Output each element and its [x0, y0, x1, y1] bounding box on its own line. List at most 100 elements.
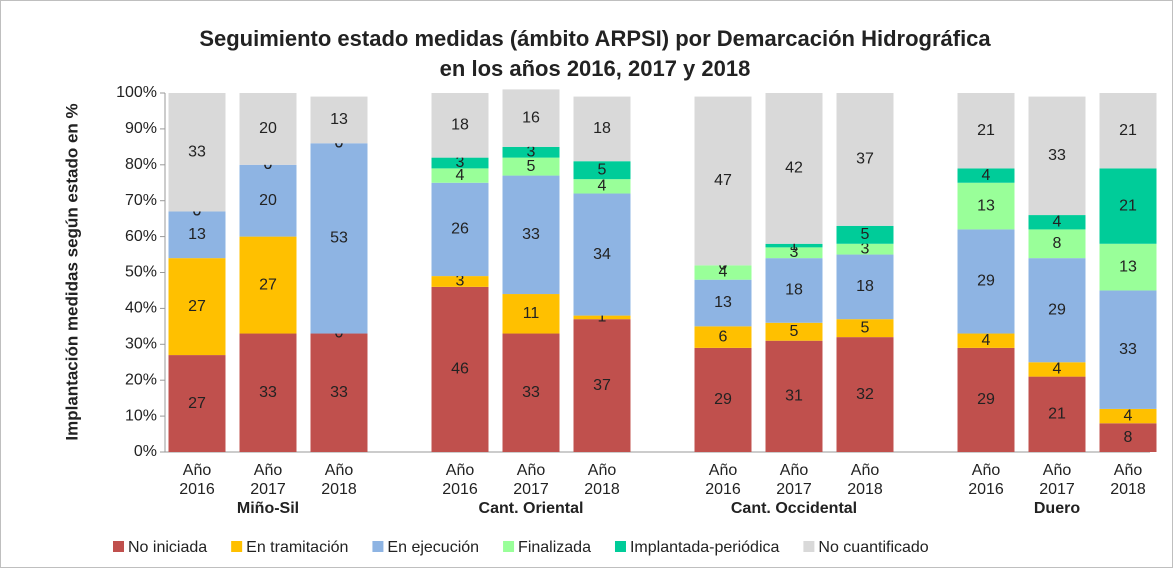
bar-segment — [836, 243, 894, 255]
data-label: 33 — [330, 384, 348, 401]
data-label: 34 — [593, 246, 611, 263]
x-tick-label: Año 2017 — [1039, 462, 1075, 498]
bar-segment — [957, 347, 1015, 452]
bar-segment — [765, 247, 823, 259]
x-tick-label: Año 2017 — [513, 462, 549, 498]
data-label: 4 — [982, 332, 991, 349]
y-tick-label: 30% — [125, 336, 157, 353]
data-label: 29 — [977, 391, 995, 408]
data-label: 4 — [982, 167, 991, 184]
data-label: 27 — [188, 395, 206, 412]
data-label: 21 — [1119, 122, 1137, 139]
data-label: 3 — [456, 154, 465, 171]
bar-segment — [431, 157, 489, 169]
data-label: 4 — [1053, 213, 1062, 230]
y-tick-label: 10% — [125, 407, 157, 424]
bar-segment — [1099, 408, 1157, 424]
data-label: 18 — [451, 117, 469, 134]
bar-segment — [1099, 423, 1157, 452]
bar-segment — [431, 168, 489, 183]
group-label: Miño-Sil — [237, 500, 299, 517]
bar-segment — [168, 93, 226, 212]
group-label: Duero — [1034, 500, 1080, 517]
data-label: 33 — [522, 226, 540, 243]
data-label: 26 — [451, 221, 469, 238]
data-label: 5 — [527, 158, 536, 175]
data-label: 33 — [259, 384, 277, 401]
data-label: 18 — [856, 278, 874, 295]
data-label: 37 — [593, 377, 611, 394]
data-label: 5 — [861, 319, 870, 336]
data-label: 3 — [790, 244, 799, 261]
bar-segment — [1028, 229, 1086, 259]
data-label: 3 — [456, 273, 465, 290]
data-label: 5 — [861, 226, 870, 243]
bar-segment — [239, 236, 297, 334]
data-label: 20 — [259, 192, 277, 209]
legend-swatch — [614, 541, 626, 552]
data-label: 27 — [259, 276, 277, 293]
y-tick-label: 20% — [125, 371, 157, 388]
data-label: 13 — [977, 197, 995, 214]
data-label: 5 — [790, 323, 799, 340]
bar-segment — [694, 326, 752, 348]
data-label: 21 — [1048, 406, 1066, 423]
bar-segment — [1028, 96, 1086, 216]
data-label: 21 — [1119, 197, 1137, 214]
x-tick-label: Año 2016 — [442, 462, 478, 498]
bar-segment — [168, 258, 226, 356]
bar-segment — [310, 143, 368, 334]
bar-segment — [1028, 362, 1086, 377]
group-label: Cant. Occidental — [731, 500, 857, 517]
data-label: 33 — [188, 143, 206, 160]
y-tick-label: 50% — [125, 264, 157, 281]
data-label: 1 — [598, 309, 607, 326]
data-label: 11 — [523, 305, 540, 322]
bar-segment — [836, 319, 894, 338]
y-tick-label: 90% — [125, 120, 157, 137]
legend-swatch — [231, 541, 243, 552]
bar-segment — [502, 294, 560, 334]
y-tick-label: 80% — [125, 156, 157, 173]
x-tick-label: Año 2016 — [179, 462, 215, 498]
bar-segment — [573, 315, 631, 320]
bar-segment — [1099, 290, 1157, 409]
data-label: 31 — [785, 388, 803, 405]
bar-segment — [957, 182, 1015, 230]
data-label: 27 — [188, 298, 206, 315]
data-label: 8 — [1124, 429, 1133, 446]
data-label: 33 — [1048, 147, 1066, 164]
data-label: 4 — [719, 264, 728, 281]
data-label: 4 — [598, 178, 607, 195]
x-tick-label: Año 2016 — [968, 462, 1004, 498]
bar-segment — [310, 96, 368, 144]
data-label: 46 — [451, 361, 469, 378]
data-label: 13 — [188, 226, 206, 243]
data-label: 5 — [598, 161, 607, 178]
bar-segment — [1099, 168, 1157, 244]
bar-segment — [431, 286, 489, 452]
bar-segment — [1099, 243, 1157, 291]
data-label: 33 — [522, 384, 540, 401]
bar-segment — [502, 146, 560, 158]
bar-segment — [694, 96, 752, 266]
group-label: Cant. Oriental — [479, 500, 584, 517]
data-label: 6 — [719, 328, 728, 345]
bar-segment — [694, 279, 752, 327]
bar-segment — [239, 333, 297, 452]
data-label: 13 — [1119, 258, 1137, 275]
data-label: 13 — [330, 111, 348, 128]
x-tick-label: Año 2018 — [584, 462, 620, 498]
bar-segment — [765, 93, 823, 244]
x-tick-label: Año 2018 — [321, 462, 357, 498]
bar-segment — [836, 254, 894, 320]
x-tick-label: Año 2017 — [776, 462, 812, 498]
data-label: 4 — [1053, 361, 1062, 378]
data-label: 4 — [1124, 407, 1133, 424]
bar-segment — [1028, 215, 1086, 230]
data-label: 42 — [785, 160, 803, 177]
bar-segment — [836, 93, 894, 226]
y-tick-label: 70% — [125, 192, 157, 209]
bar-segment — [694, 265, 752, 280]
bar-segment — [1099, 93, 1157, 169]
